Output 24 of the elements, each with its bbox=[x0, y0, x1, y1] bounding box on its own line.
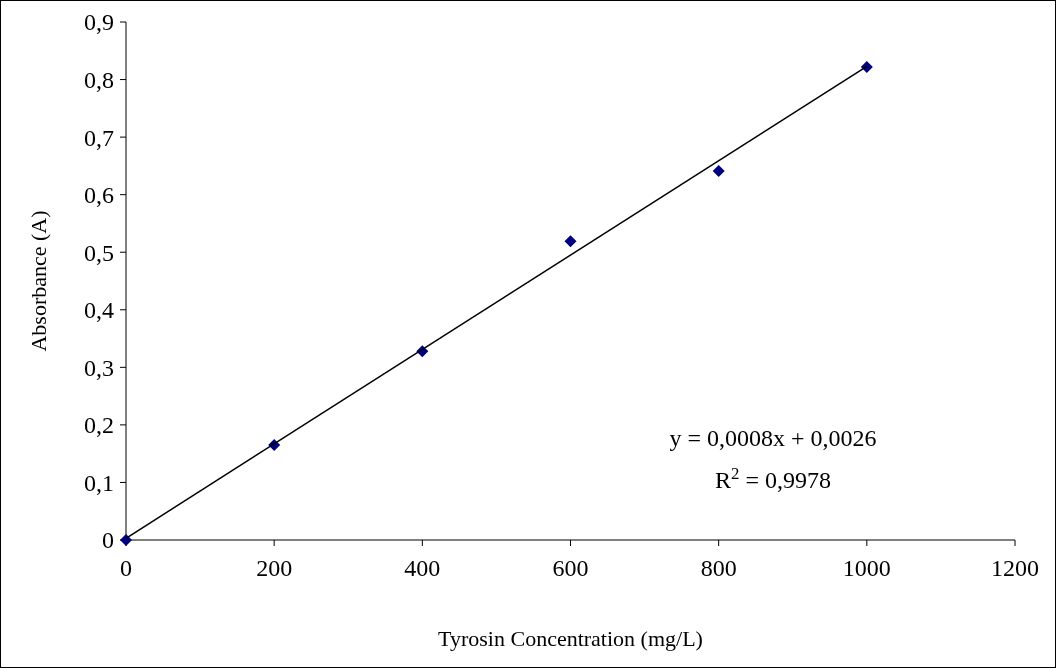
y-tick-label: 0,4 bbox=[84, 297, 114, 324]
y-tick-label: 0,6 bbox=[84, 182, 114, 209]
x-tick-label: 200 bbox=[256, 555, 293, 581]
x-tick-label: 0 bbox=[120, 555, 132, 581]
x-tick-label: 800 bbox=[700, 555, 737, 581]
y-tick-label: 0,2 bbox=[84, 412, 114, 439]
y-tick-label: 0,9 bbox=[84, 9, 114, 36]
annotation: R$^{2}$ = 0,9978 bbox=[715, 463, 831, 493]
x-tick-label: 400 bbox=[404, 555, 441, 581]
point bbox=[712, 165, 725, 178]
annotation: y = 0,0008x + 0,0026 bbox=[669, 425, 877, 451]
point bbox=[564, 235, 577, 248]
point bbox=[860, 60, 873, 73]
y-tick-label: 0,3 bbox=[84, 354, 114, 381]
x-tick-label: 600 bbox=[552, 555, 589, 581]
y-tick-label: 0 bbox=[102, 527, 114, 554]
y-axis-title: Absorbance (A) bbox=[26, 210, 51, 352]
x-axis-title: Tyrosin Concentration (mg/L) bbox=[438, 626, 703, 651]
y-tick-label: 0,1 bbox=[84, 469, 114, 496]
y-tick-label: 0,8 bbox=[84, 66, 114, 93]
x-tick-label: 1200 bbox=[991, 555, 1039, 581]
y-tick-label: 0,7 bbox=[84, 124, 114, 151]
y-tick-label: 0,5 bbox=[84, 239, 114, 266]
x-tick-label: 1000 bbox=[842, 555, 891, 581]
